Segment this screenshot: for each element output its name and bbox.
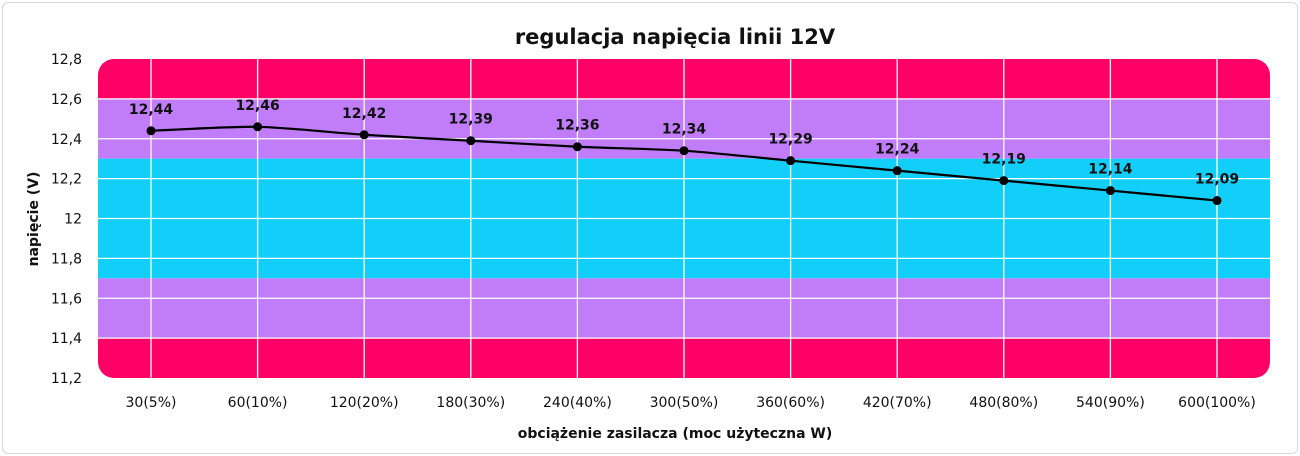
data-labels: 12,44 12,46 12,42 12,39 12,36 12,34 12,29 12,24… [129,98,1239,188]
data-point [466,136,476,146]
data-point [679,146,689,156]
data-point [892,166,902,176]
data-label: 12,36 [555,118,599,134]
y-tick-label: 11,2 [51,371,82,387]
data-label: 12,44 [129,102,174,118]
data-point [359,130,369,140]
x-axis-label: obciążenie zasilacza (moc użyteczna W) [518,426,833,442]
data-label: 12,39 [449,112,493,128]
x-tick-label: 360(60%) [756,395,825,411]
x-tick-label: 60(10%) [228,395,288,411]
y-tick-label: 12 [64,212,82,228]
y-axis-label: napięcie (V) [26,172,42,267]
data-point [253,122,263,132]
chart-grid [98,59,1270,378]
data-point [146,126,156,136]
data-label: 12,42 [342,106,386,122]
data-label: 12,14 [1088,162,1133,178]
x-tick-label: 120(20%) [330,395,399,411]
x-tick-label: 240(40%) [543,395,612,411]
data-point [572,142,582,152]
x-tick-label: 30(5%) [126,395,177,411]
data-point [999,176,1009,186]
y-tick-label: 12,2 [51,172,82,188]
x-tick-label: 540(90%) [1076,395,1145,411]
x-tick-label: 480(80%) [969,395,1038,411]
data-label: 12,34 [662,122,707,138]
data-point [786,156,796,166]
data-label: 12,46 [235,98,279,114]
data-label: 12,19 [982,152,1026,168]
data-label: 12,24 [875,142,920,158]
y-tick-label: 12,8 [51,52,82,68]
data-points [146,122,1222,206]
data-point [1105,186,1115,196]
y-tick-label: 11,8 [51,251,82,267]
data-point [1212,196,1222,206]
x-tick-label: 420(70%) [863,395,932,411]
x-tick-label: 300(50%) [650,395,719,411]
data-label: 12,09 [1195,172,1239,188]
y-tick-label: 11,4 [51,331,82,347]
x-tick-label: 180(30%) [436,395,505,411]
y-tick-label: 12,6 [51,92,82,108]
data-label: 12,29 [768,132,812,148]
x-tick-labels: 30(5%) 60(10%) 120(20%) 180(30%) 240(40%) 300… [126,395,1256,411]
y-tick-labels: 12,8 12,6 12,4 12,2 12 11,8 11,6 11,4 11,2 [51,52,82,387]
y-tick-label: 11,6 [51,291,82,307]
x-tick-label: 600(100%) [1178,395,1256,411]
y-tick-label: 12,4 [51,132,82,148]
chart-title: regulacja napięcia linii 12V [515,25,836,49]
